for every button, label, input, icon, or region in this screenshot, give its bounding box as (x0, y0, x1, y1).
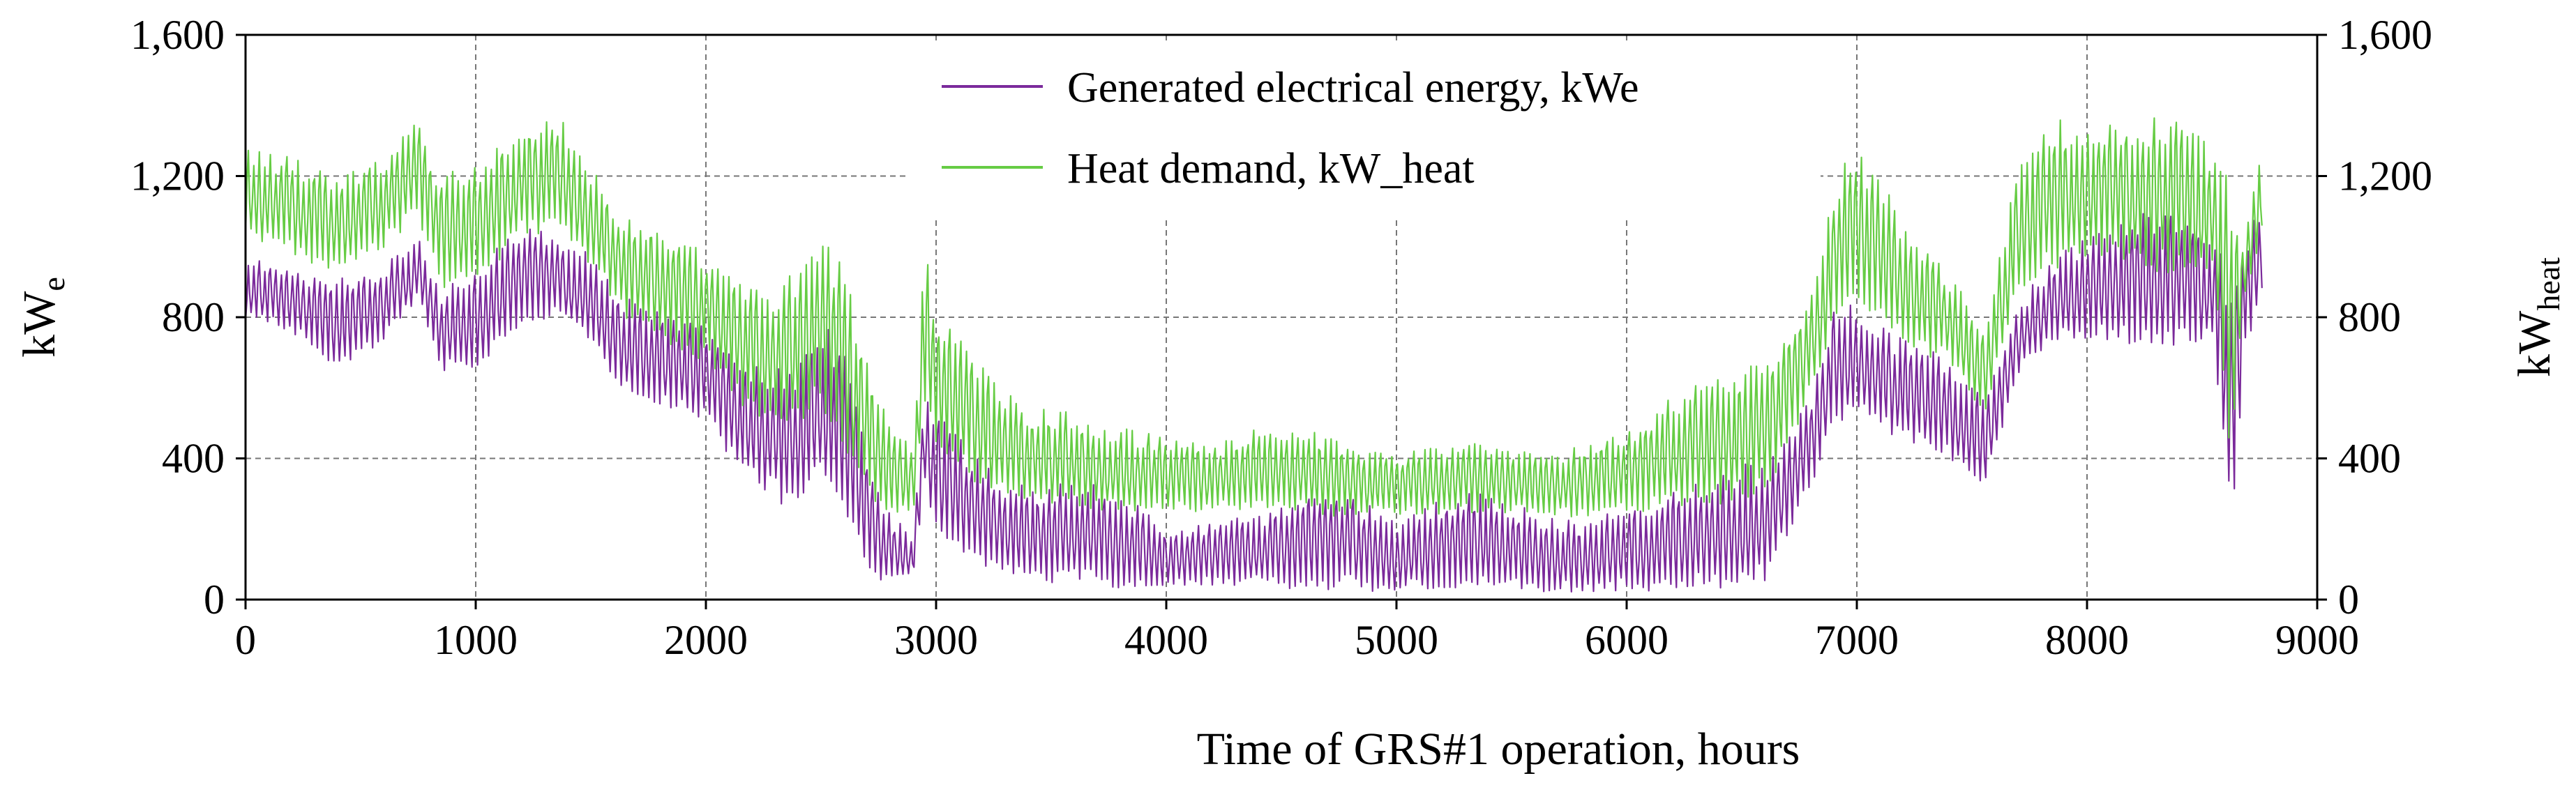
y-axis-right-title: kWheat (2509, 257, 2566, 377)
x-tick-label: 6000 (1585, 617, 1669, 663)
series-generated-electrical-energy (244, 213, 2263, 593)
series-line-heat (244, 117, 2263, 518)
y-axis-left-ticks: 0 400 800 1,200 1,600 (130, 12, 246, 623)
x-tick-label: 2000 (664, 617, 748, 663)
x-axis-ticks: 0 1000 2000 3000 4000 5000 6000 7000 8000 9000 (235, 600, 2359, 663)
plot-frame (244, 33, 2319, 601)
y-right-base: kW (2509, 310, 2560, 377)
x-tick-label: 5000 (1355, 617, 1438, 663)
y-right-tick-label: 800 (2338, 294, 2401, 340)
legend-label-electrical: Generated electrical energy, kWe (1067, 64, 1639, 112)
legend-label-heat: Heat demand, kW_heat (1067, 145, 1475, 192)
y-left-tick-label: 1,200 (130, 153, 225, 199)
y-left-base: kW (14, 291, 65, 358)
series-heat-demand (244, 117, 2263, 518)
x-tick-label: 1000 (434, 617, 518, 663)
x-tick-label: 9000 (2275, 617, 2359, 663)
legend-background (907, 43, 1821, 218)
y-left-sub: e (36, 277, 71, 291)
y-axis-right-ticks: 0 400 800 1,200 1,600 (2317, 12, 2432, 623)
y-left-tick-label: 800 (162, 294, 225, 340)
x-tick-label: 7000 (1815, 617, 1899, 663)
x-tick-label: 0 (235, 617, 256, 663)
y-axis-left-title: kWe (14, 277, 71, 358)
x-tick-label: 4000 (1124, 617, 1208, 663)
series-line-electrical (244, 213, 2263, 593)
y-left-tick-label: 0 (204, 577, 225, 623)
y-left-tick-label: 400 (162, 436, 225, 482)
y-right-tick-label: 1,600 (2338, 12, 2432, 58)
y-right-tick-label: 0 (2338, 577, 2359, 623)
x-axis-title: Time of GRS#1 operation, hours (1197, 724, 1800, 775)
y-right-tick-label: 400 (2338, 436, 2401, 482)
x-tick-label: 8000 (2045, 617, 2129, 663)
y-right-sub: heat (2531, 257, 2566, 311)
x-tick-label: 3000 (894, 617, 978, 663)
y-left-tick-label: 1,600 (130, 12, 225, 58)
legend: Generated electrical energy, kWe Heat de… (907, 43, 1821, 218)
y-right-tick-label: 1,200 (2338, 153, 2432, 199)
